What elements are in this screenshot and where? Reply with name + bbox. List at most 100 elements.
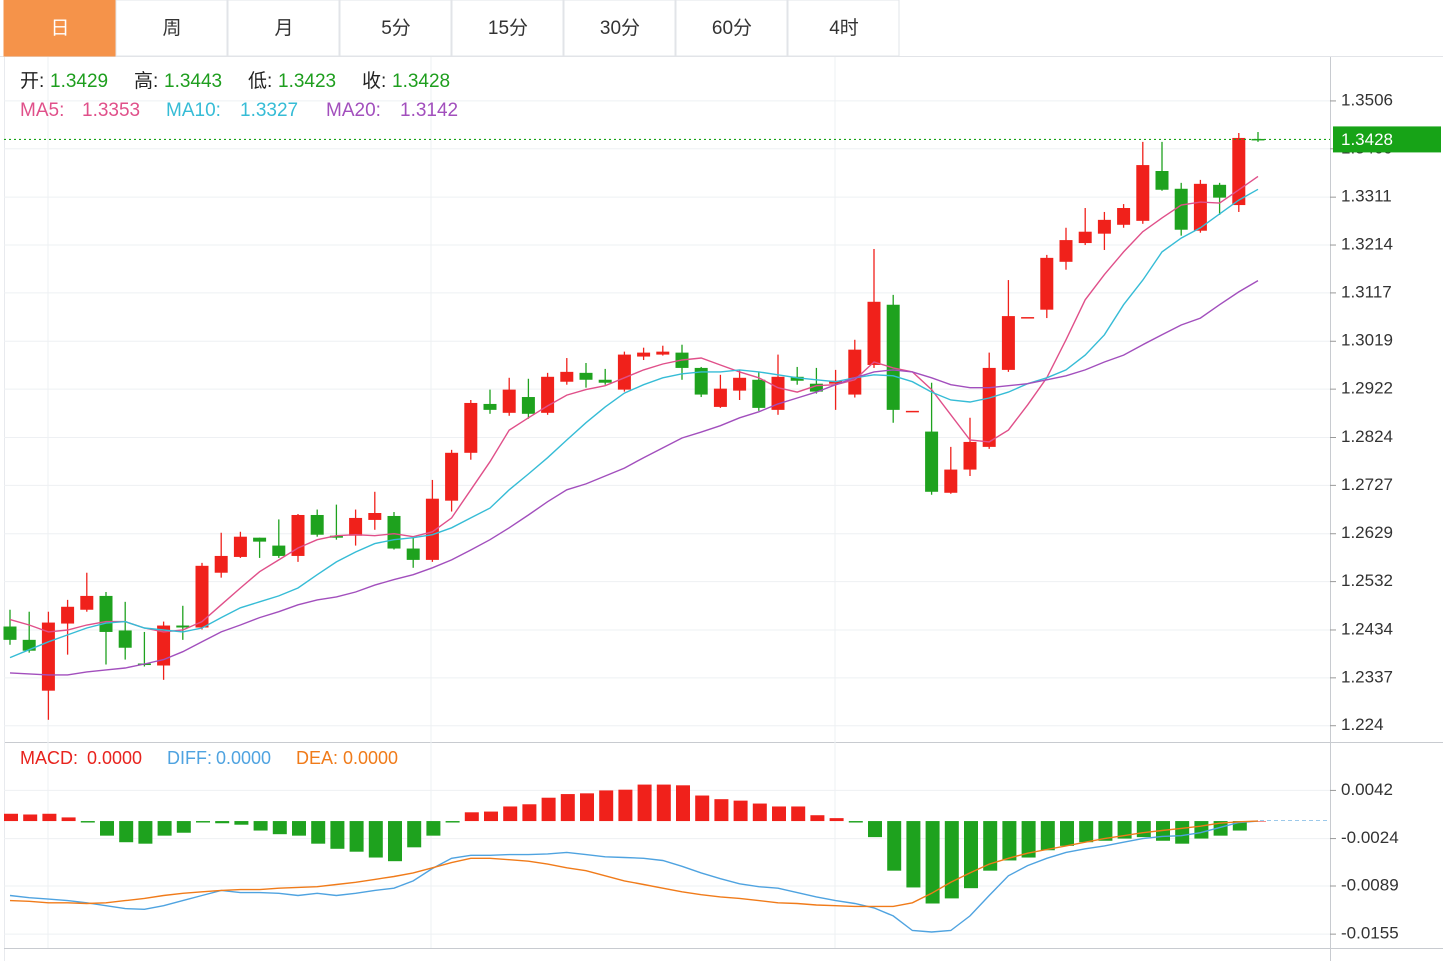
macd-bar [100, 821, 114, 836]
macd-bar [119, 821, 134, 843]
tab[interactable] [339, 0, 452, 57]
macd-bar [541, 797, 556, 822]
tab[interactable] [3, 0, 116, 57]
tab-label[interactable]: 5分 [381, 17, 411, 39]
y-tick-label: -0.0024 [1341, 828, 1399, 847]
y-tick-label: 1.2727 [1341, 475, 1393, 494]
candle-body [790, 376, 804, 381]
candle-body [637, 352, 651, 357]
y-tick-label: 1.2922 [1341, 379, 1393, 398]
macd-bar [618, 789, 633, 822]
macd-bar [253, 821, 268, 831]
macd-bar [1117, 821, 1132, 839]
tab-label[interactable]: 15分 [488, 17, 528, 39]
tab[interactable] [787, 0, 900, 57]
y-tick-label: -0.0089 [1341, 875, 1399, 894]
candle-body [886, 304, 900, 410]
macd-bar [349, 821, 364, 852]
candle-body [253, 537, 267, 542]
candle-body [963, 441, 977, 470]
tab-label[interactable]: 60分 [712, 17, 752, 39]
y-tick-label: 1.3214 [1341, 235, 1393, 254]
macd-bar [1079, 821, 1094, 843]
candle-body [733, 377, 747, 391]
candle-body [560, 371, 574, 382]
macd-bar [4, 813, 18, 822]
macd-bar [445, 821, 460, 823]
legend-label: MA20: [326, 100, 381, 121]
candle-body [1193, 183, 1207, 231]
macd-bar [388, 821, 402, 862]
readout-value: 1.3428 [392, 71, 450, 92]
legend-label: MA5: [20, 100, 64, 121]
legend-label: DEA: [296, 748, 338, 768]
y-tick-label: 1.3311 [1341, 187, 1392, 206]
legend-value: 0.0000 [343, 748, 398, 768]
y-tick-label: 1.2337 [1341, 667, 1393, 686]
y-tick-label: 1.3506 [1341, 90, 1393, 109]
tab[interactable] [675, 0, 788, 57]
macd-bar [61, 817, 76, 822]
tab-label[interactable]: 月 [274, 18, 293, 39]
candle-body [617, 354, 631, 390]
macd-bar [925, 821, 940, 904]
candle-body [867, 301, 881, 365]
macd-bar [292, 821, 306, 836]
candle-body [157, 625, 171, 666]
candle-body [1001, 316, 1015, 370]
ma-line [9, 175, 1259, 633]
macd-bar [1060, 821, 1074, 846]
macd-bar [1040, 821, 1055, 851]
macd-bar [791, 806, 806, 822]
tab[interactable] [115, 0, 228, 57]
macd-bar [656, 784, 671, 822]
candle-body [541, 376, 555, 413]
tab[interactable] [227, 0, 340, 57]
tab[interactable] [451, 0, 564, 57]
macd-bar [464, 812, 479, 822]
candle-body [809, 383, 823, 392]
macd-bar [23, 814, 38, 822]
candle-body [80, 595, 94, 610]
candle-body [579, 372, 593, 380]
candle-body [310, 514, 324, 535]
readout-label: 开: [20, 71, 44, 92]
legend-label: MA10: [166, 100, 221, 121]
candle-body [771, 376, 785, 410]
macd-bar [944, 821, 959, 899]
candle-body [214, 555, 228, 573]
macd-bar [1136, 821, 1151, 838]
tab[interactable] [563, 0, 676, 57]
candle-body [3, 626, 17, 640]
macd-bar [157, 821, 172, 836]
tab-label[interactable]: 周 [162, 18, 181, 39]
candle-body [1040, 257, 1054, 310]
macd-bar [1252, 821, 1266, 822]
candle-body [1117, 208, 1131, 225]
macd-bar [215, 821, 230, 824]
macd-bar [580, 793, 594, 822]
tab-label[interactable]: 30分 [600, 17, 640, 39]
macd-line [9, 820, 1259, 908]
macd-bar [138, 821, 153, 844]
candle-body [1155, 171, 1169, 190]
candle-body [329, 535, 343, 538]
candle-body [502, 389, 516, 413]
candle-body [521, 397, 535, 414]
tab-label[interactable]: 4时 [829, 17, 859, 39]
macd-bar [330, 821, 345, 849]
macd-bar [868, 821, 882, 838]
candle-body [713, 388, 727, 407]
macd-bar [887, 821, 902, 871]
candle-body [406, 548, 420, 560]
candle-body [598, 379, 612, 383]
candle-body [1059, 240, 1073, 262]
candle-body [176, 625, 190, 628]
candle-body [752, 379, 766, 408]
candle-body [944, 469, 958, 493]
candle-body [1021, 317, 1035, 319]
tab-label[interactable]: 日 [50, 18, 69, 39]
legend-value: 0.0000 [87, 748, 142, 768]
macd-bar [484, 811, 498, 822]
